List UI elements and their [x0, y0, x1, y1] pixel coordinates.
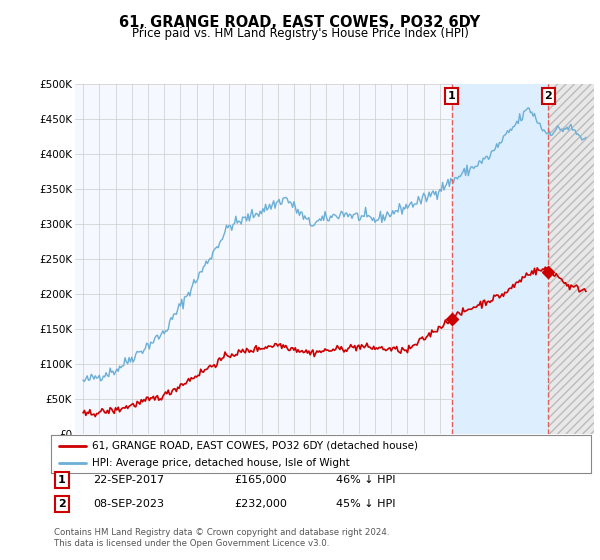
Text: 46% ↓ HPI: 46% ↓ HPI: [336, 475, 395, 485]
Text: 08-SEP-2023: 08-SEP-2023: [93, 499, 164, 509]
Text: 22-SEP-2017: 22-SEP-2017: [93, 475, 164, 485]
Bar: [548, 84, 594, 434]
Text: £232,000: £232,000: [234, 499, 287, 509]
Text: 1: 1: [448, 91, 455, 101]
Text: 2: 2: [544, 91, 552, 101]
Bar: [548, 84, 594, 434]
Text: £165,000: £165,000: [234, 475, 287, 485]
Text: 61, GRANGE ROAD, EAST COWES, PO32 6DY (detached house): 61, GRANGE ROAD, EAST COWES, PO32 6DY (d…: [91, 441, 418, 451]
Bar: [452, 84, 548, 434]
Text: 1: 1: [58, 475, 65, 485]
Text: 61, GRANGE ROAD, EAST COWES, PO32 6DY: 61, GRANGE ROAD, EAST COWES, PO32 6DY: [119, 15, 481, 30]
Text: 45% ↓ HPI: 45% ↓ HPI: [336, 499, 395, 509]
Text: 2: 2: [58, 499, 65, 509]
Text: Contains HM Land Registry data © Crown copyright and database right 2024.
This d: Contains HM Land Registry data © Crown c…: [54, 528, 389, 548]
Text: Price paid vs. HM Land Registry's House Price Index (HPI): Price paid vs. HM Land Registry's House …: [131, 27, 469, 40]
Text: HPI: Average price, detached house, Isle of Wight: HPI: Average price, detached house, Isle…: [91, 458, 349, 468]
